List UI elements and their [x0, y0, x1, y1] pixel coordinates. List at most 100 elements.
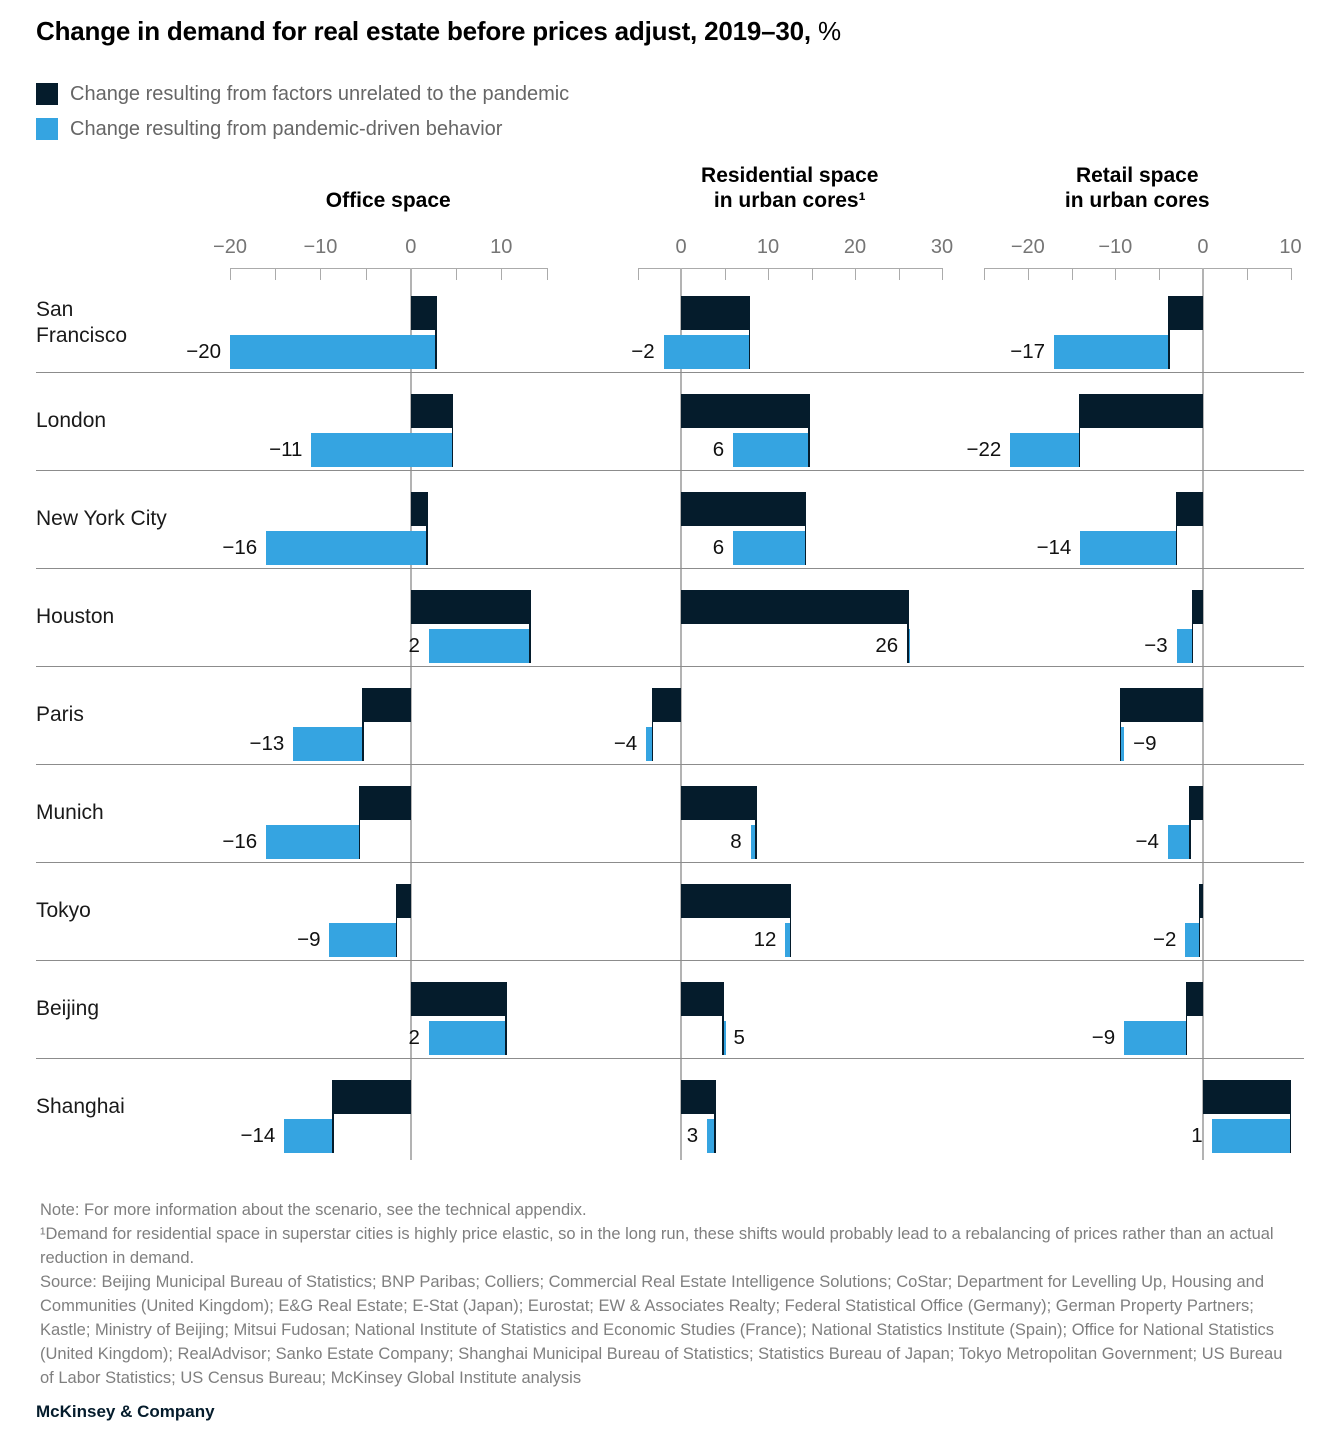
footnotes: Note: For more information about the sce…	[40, 1198, 1288, 1390]
residential-beijing-unrelated-bar	[681, 982, 723, 1016]
retail-tokyo-unrelated-bar	[1199, 884, 1203, 918]
zero-gridline-residential	[680, 268, 682, 1160]
axis-tick	[456, 268, 458, 280]
retail-tokyo-net-value-label: −2	[1153, 928, 1177, 951]
office-shanghai-connector	[332, 1080, 334, 1153]
residential-london-connector	[808, 394, 810, 467]
office-san-francisco-connector	[435, 296, 437, 369]
chart-title-text: Change in demand for real estate before …	[36, 16, 811, 46]
row-separator	[36, 568, 1304, 569]
office-london-pandemic-bar	[311, 433, 453, 467]
office-houston-net-value-label: 2	[408, 634, 420, 657]
retail-new-york-city-connector	[1175, 492, 1178, 565]
office-munich-net-value-label: −16	[222, 830, 258, 853]
residential-new-york-city-pandemic-bar	[733, 531, 806, 565]
office-beijing-pandemic-bar	[428, 1021, 506, 1055]
retail-paris-net-value-label: −9	[1133, 732, 1157, 755]
row-separator	[36, 470, 1304, 471]
axis-tick	[230, 268, 231, 280]
retail-beijing-connector	[1185, 982, 1188, 1055]
panel-title-office: Office space	[218, 145, 558, 213]
residential-beijing-pandemic-bar	[722, 1021, 726, 1055]
office-paris-net-value-label: −13	[249, 732, 285, 755]
axis-tick	[1027, 268, 1029, 280]
office-new-york-city-connector	[426, 492, 428, 565]
retail-beijing-unrelated-bar	[1186, 982, 1203, 1016]
residential-houston-connector	[907, 590, 909, 663]
retail-munich-net-value-label: −4	[1135, 830, 1159, 853]
zero-gridline-office	[410, 268, 412, 1160]
residential-tokyo-net-value-label: 12	[753, 928, 777, 951]
axis-tick	[1071, 268, 1073, 280]
residential-shanghai-pandemic-bar	[707, 1119, 715, 1153]
residential-san-francisco-pandemic-bar	[663, 335, 750, 369]
retail-houston-net-value-label: −3	[1144, 634, 1168, 657]
office-san-francisco-unrelated-bar	[410, 296, 437, 330]
retail-san-francisco-net-value-label: −17	[1010, 340, 1046, 363]
office-paris-pandemic-bar	[293, 727, 363, 761]
retail-paris-pandemic-bar	[1120, 727, 1125, 761]
residential-houston-net-value-label: 26	[875, 634, 899, 657]
axis-residential	[637, 268, 942, 269]
axis-tick-label: −20	[1010, 236, 1045, 258]
office-houston-unrelated-bar	[410, 590, 531, 624]
axis-tick-label: 30	[930, 236, 954, 258]
retail-new-york-city-net-value-label: −14	[1036, 536, 1072, 559]
retail-shanghai-connector	[1289, 1080, 1292, 1153]
office-houston-connector	[529, 590, 531, 663]
panel-title-line: Retail space	[1075, 164, 1199, 187]
retail-shanghai-pandemic-bar	[1211, 1119, 1291, 1153]
city-label-houston: Houston	[36, 605, 115, 628]
note-line: Note: For more information about the sce…	[40, 1201, 587, 1219]
office-san-francisco-pandemic-bar	[230, 335, 437, 369]
legend-item-pandemic: Change resulting from pandemic-driven be…	[36, 117, 502, 141]
panel-title-line: in urban cores¹	[713, 189, 866, 212]
axis-tick	[724, 268, 726, 280]
office-tokyo-pandemic-bar	[329, 923, 397, 957]
retail-beijing-pandemic-bar	[1124, 1021, 1187, 1055]
retail-london-net-value-label: −22	[966, 438, 1002, 461]
retail-tokyo-pandemic-bar	[1185, 923, 1200, 957]
retail-new-york-city-pandemic-bar	[1080, 531, 1177, 565]
axis-tick-label: −10	[303, 236, 338, 258]
legend-swatch-pandemic	[36, 118, 58, 140]
row-separator	[36, 1058, 1304, 1059]
residential-beijing-connector	[722, 982, 724, 1055]
retail-beijing-net-value-label: −9	[1091, 1026, 1116, 1049]
city-label-tokyo: Tokyo	[36, 899, 91, 922]
axis-tick	[1246, 268, 1248, 280]
axis-retail	[984, 268, 1291, 269]
office-shanghai-net-value-label: −14	[240, 1124, 276, 1147]
footnote-1: ¹Demand for residential space in superst…	[40, 1225, 1274, 1267]
axis-office	[230, 268, 547, 269]
panel-title-retail: Retail space in urban cores	[967, 145, 1307, 213]
panel-title-line: in urban cores	[1064, 189, 1210, 212]
axis-tick	[942, 268, 943, 280]
mckinsey-brand: McKinsey & Company	[36, 1402, 215, 1421]
office-new-york-city-unrelated-bar	[410, 492, 428, 526]
axis-tick	[898, 268, 900, 280]
office-tokyo-net-value-label: −9	[297, 928, 321, 951]
retail-houston-pandemic-bar	[1176, 629, 1193, 663]
axis-tick	[768, 268, 769, 280]
residential-shanghai-net-value-label: 3	[686, 1124, 699, 1147]
office-paris-connector	[362, 688, 364, 761]
zero-gridline-retail	[1202, 268, 1204, 1160]
panel-title-line: Residential space	[701, 164, 879, 187]
axis-tick-label: 0	[405, 236, 417, 258]
panel-title-line: Office space	[325, 189, 451, 212]
office-san-francisco-net-value-label: −20	[186, 340, 221, 363]
residential-san-francisco-unrelated-bar	[681, 296, 750, 330]
retail-tokyo-connector	[1198, 884, 1201, 957]
source-line: Source: Beijing Municipal Bureau of Stat…	[40, 1273, 1283, 1387]
office-london-unrelated-bar	[410, 394, 453, 428]
office-tokyo-connector	[395, 884, 398, 957]
residential-beijing-net-value-label: 5	[733, 1026, 745, 1049]
axis-tick	[1159, 268, 1161, 280]
city-label-london: London	[36, 409, 107, 432]
axis-tick-label: 10	[1279, 236, 1302, 258]
legend-label-unrelated: Change resulting from factors unrelated …	[70, 82, 570, 105]
office-beijing-unrelated-bar	[410, 982, 506, 1016]
residential-london-unrelated-bar	[681, 394, 809, 428]
